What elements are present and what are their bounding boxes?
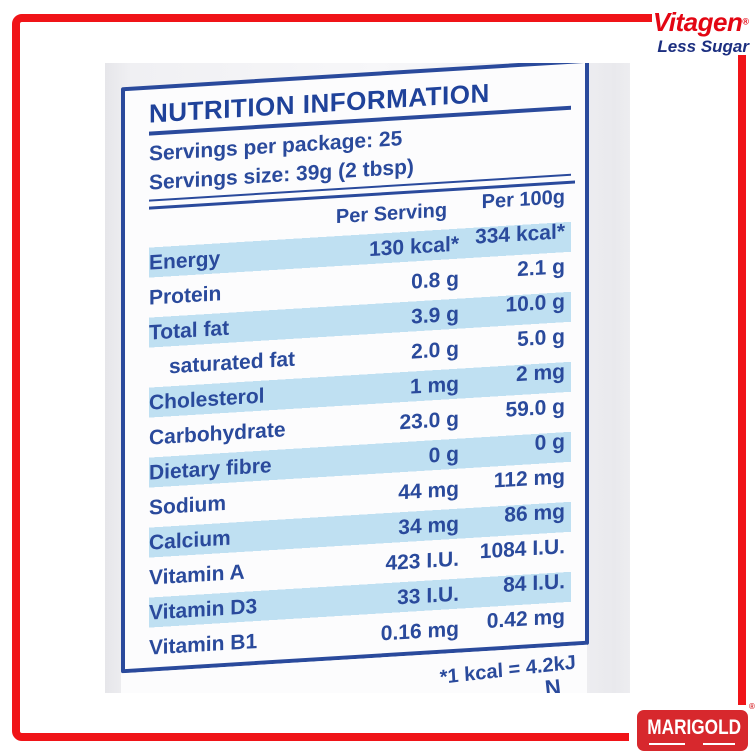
- vitagen-wordmark: Vitagen: [652, 7, 743, 37]
- row-per-serving: 0.16 mg: [380, 617, 459, 645]
- marigold-registered-mark: ®: [749, 702, 755, 711]
- row-per-100g: 0.42 mg: [486, 604, 565, 633]
- frame-gap-top-right: [652, 0, 756, 55]
- nutrition-label-box: NUTRITION INFORMATION Servings per packa…: [121, 63, 589, 673]
- marigold-underline-right: [703, 742, 735, 745]
- marigold-underline-left: [649, 742, 685, 745]
- vitagen-registered-mark: ®: [742, 16, 749, 27]
- nutrition-label: NUTRITION INFORMATION Servings per packa…: [121, 63, 589, 693]
- vitagen-logo: Vitagen® Less Sugar: [653, 9, 749, 55]
- red-border-frame: [12, 14, 746, 741]
- cut-off-text-mark: N: [543, 674, 563, 693]
- marigold-logo: MARIGOLD: [637, 710, 748, 751]
- marigold-wordmark: MARIGOLD: [647, 716, 742, 739]
- vitagen-tagline: Less Sugar: [657, 37, 749, 56]
- bottle-label-photo: NUTRITION INFORMATION Servings per packa…: [105, 63, 630, 693]
